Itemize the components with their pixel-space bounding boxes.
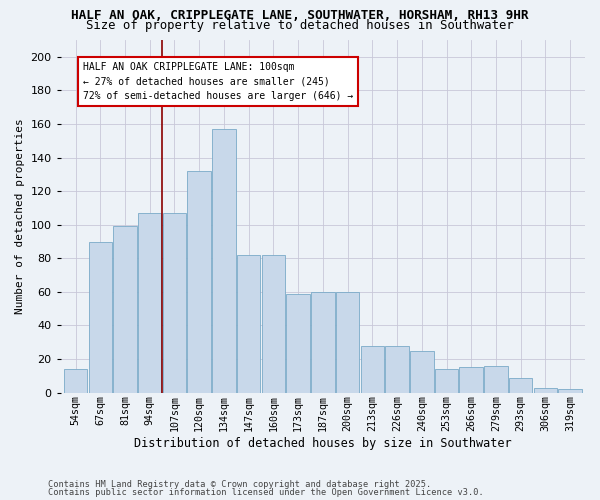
Bar [138, 213, 161, 392]
Bar [361, 346, 384, 393]
Bar [286, 294, 310, 392]
X-axis label: Distribution of detached houses by size in Southwater: Distribution of detached houses by size … [134, 437, 512, 450]
Bar [163, 213, 186, 392]
Bar [385, 346, 409, 393]
Bar [187, 171, 211, 392]
Text: Contains public sector information licensed under the Open Government Licence v3: Contains public sector information licen… [48, 488, 484, 497]
Bar [212, 129, 236, 392]
Text: HALF AN OAK CRIPPLEGATE LANE: 100sqm
← 27% of detached houses are smaller (245)
: HALF AN OAK CRIPPLEGATE LANE: 100sqm ← 2… [83, 62, 353, 102]
Y-axis label: Number of detached properties: Number of detached properties [15, 118, 25, 314]
Bar [311, 292, 335, 392]
Bar [113, 226, 137, 392]
Text: HALF AN OAK, CRIPPLEGATE LANE, SOUTHWATER, HORSHAM, RH13 9HR: HALF AN OAK, CRIPPLEGATE LANE, SOUTHWATE… [71, 9, 529, 22]
Bar [559, 390, 582, 392]
Bar [336, 292, 359, 392]
Bar [435, 369, 458, 392]
Bar [64, 369, 87, 392]
Bar [410, 350, 434, 393]
Text: Contains HM Land Registry data © Crown copyright and database right 2025.: Contains HM Land Registry data © Crown c… [48, 480, 431, 489]
Bar [460, 368, 483, 392]
Text: Size of property relative to detached houses in Southwater: Size of property relative to detached ho… [86, 19, 514, 32]
Bar [237, 255, 260, 392]
Bar [262, 255, 285, 392]
Bar [533, 388, 557, 392]
Bar [89, 242, 112, 392]
Bar [509, 378, 532, 392]
Bar [484, 366, 508, 392]
